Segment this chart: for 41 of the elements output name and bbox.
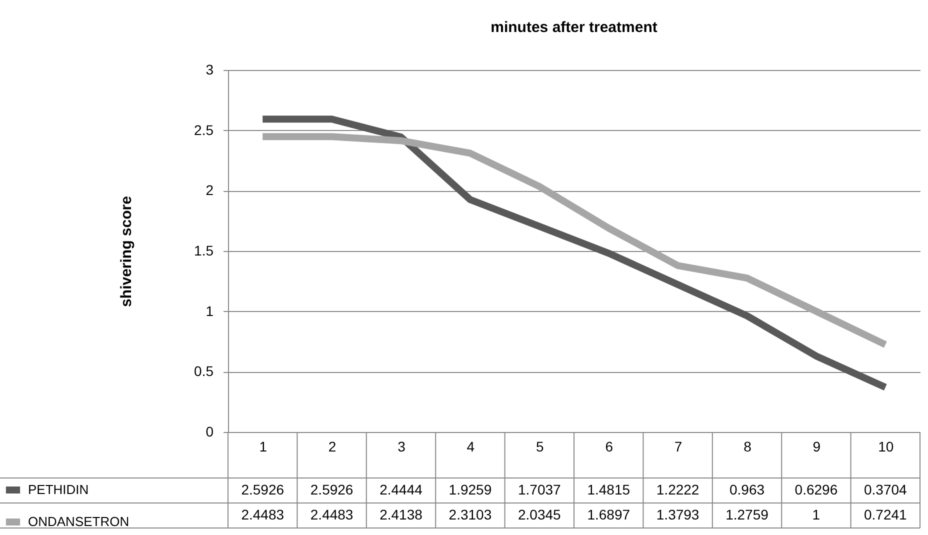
data-label: 1.3793 [656,506,700,522]
data-label: 1.6897 [587,506,630,522]
data-label: 0.963 [729,482,765,498]
x-tick-label: 5 [536,438,544,454]
data-label: 2.4138 [380,506,423,522]
y-axis-title: shivering score [118,196,136,307]
y-tick-label: 2.5 [194,122,214,138]
x-tick-label: 7 [674,438,682,454]
data-label: 1.4815 [587,482,630,498]
y-tick-label: 0.5 [194,363,214,380]
x-tick-label: 3 [398,438,406,454]
data-label: 2.0345 [518,506,562,522]
data-label: 1.7037 [518,482,562,498]
data-label: 2.4483 [310,506,354,522]
data-label: 1.9259 [448,482,492,498]
x-tick-label: 1 [259,438,268,454]
data-label: 0.6296 [794,482,838,498]
data-label: 1 [812,506,820,522]
x-tick-label: 4 [466,438,475,454]
x-tick-label: 6 [605,438,614,454]
data-label: 2.3103 [448,506,492,522]
x-tick-label: 8 [744,438,752,454]
data-label: 1.2222 [656,482,700,498]
data-label: 0.7241 [864,506,908,522]
data-label: 2.5926 [241,482,284,498]
y-tick-label: 1 [206,302,214,319]
chart-title: minutes after treatment [490,19,658,36]
x-tick-label: 9 [812,438,821,454]
x-tick-label: 2 [328,438,336,454]
legend-label: PETHIDIN [28,482,89,497]
data-label: 1.2759 [726,506,769,522]
y-tick-label: 1.5 [194,242,214,258]
y-tick-label: 2 [206,182,214,198]
data-label: 2.5926 [310,482,354,498]
y-tick-label: 0 [206,424,214,440]
data-label: 2.4483 [241,506,284,522]
legend-label: ONDANSETRON [28,514,130,529]
x-tick-label: 10 [878,438,894,454]
data-label: 0.3704 [864,482,908,498]
data-label: 2.4444 [380,482,423,498]
y-tick-label: 3 [206,62,214,78]
